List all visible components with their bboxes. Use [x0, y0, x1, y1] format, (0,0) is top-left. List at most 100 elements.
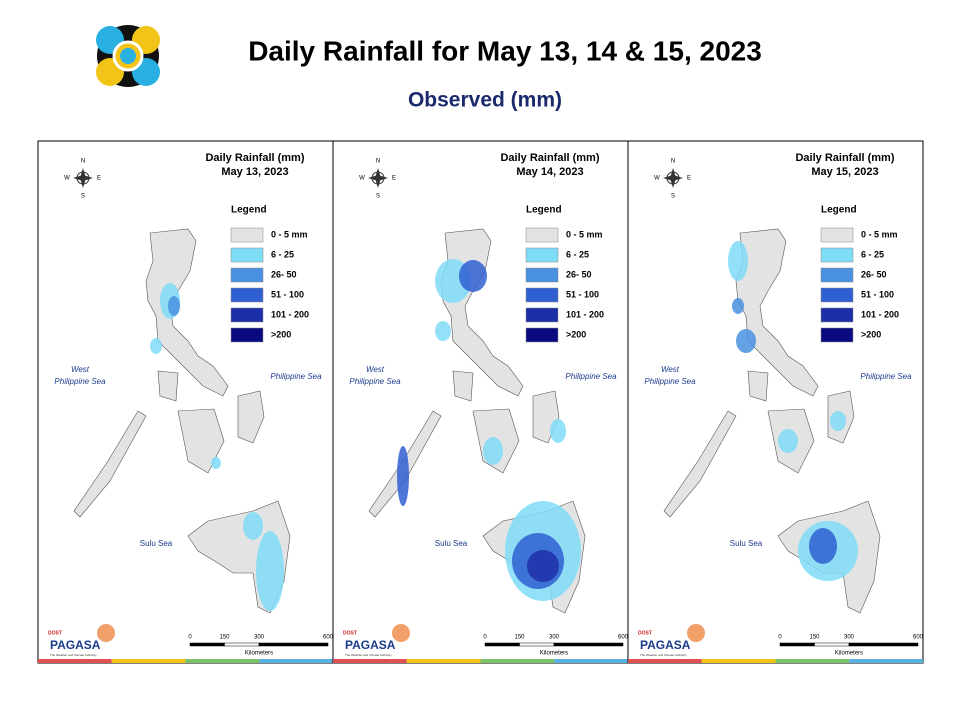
rain-area [736, 329, 756, 353]
panel-frame [332, 140, 629, 664]
compass-ring [666, 171, 680, 185]
panel-title: Daily Rainfall (mm) [205, 152, 304, 164]
map-panel: Daily Rainfall (mm) May 14, 2023 N S W E Legen… [332, 140, 629, 664]
sea-label: Philippine Sea [270, 372, 322, 381]
panel-date: May 13, 2023 [221, 166, 288, 178]
scale-tick-label: 0 [483, 635, 487, 641]
legend-label: 101 - 200 [271, 309, 309, 319]
legend-label: 6 - 25 [861, 249, 884, 259]
legend-label: >200 [271, 329, 291, 339]
agency-top: DOST [343, 630, 357, 636]
footer-stripe [333, 659, 407, 663]
scale-segment [189, 642, 225, 647]
rain-area [809, 528, 837, 564]
rain-area [550, 419, 566, 443]
land [237, 390, 265, 444]
sea-label: West [661, 365, 680, 374]
legend-swatch [820, 287, 854, 303]
scale-tick-label: 300 [549, 635, 560, 641]
panel-frame [627, 140, 924, 664]
footer-stripe [775, 659, 850, 663]
legend-label: 51 - 100 [566, 289, 599, 299]
scale-tick-label: 150 [514, 635, 525, 641]
land [747, 370, 769, 402]
compass-letter: N [376, 159, 380, 165]
legend-swatch [525, 247, 559, 263]
agency-top: DOST [638, 630, 652, 636]
rain-area [168, 296, 180, 316]
panel-date: May 14, 2023 [516, 166, 583, 178]
legend-title: Legend [231, 205, 267, 216]
legend-title: Legend [821, 205, 857, 216]
scale-segment [224, 642, 260, 647]
compass-ring [76, 171, 90, 185]
legend-label: 26- 50 [271, 269, 297, 279]
compass-letter: E [392, 176, 396, 182]
footer-stripe [406, 659, 481, 663]
agency-name: PAGASA [345, 638, 396, 652]
compass [368, 168, 388, 188]
sea-label: Sulu Sea [730, 539, 763, 548]
compass [73, 168, 93, 188]
panel-frame [37, 140, 334, 664]
scale-tick-label: 600 [913, 635, 924, 641]
land [157, 370, 179, 402]
rain-area [830, 411, 846, 431]
footer-stripe [38, 659, 112, 663]
sea-label: West [71, 365, 90, 374]
compass-letter: S [671, 194, 675, 200]
legend-swatch [525, 307, 559, 323]
sea-label: West [366, 365, 385, 374]
legend-label: 51 - 100 [861, 289, 894, 299]
scale-segment [519, 642, 555, 647]
sea-label: Philippine Sea [54, 377, 106, 386]
map-panel: Daily Rainfall (mm) May 15, 2023 N S W E Legen… [627, 140, 924, 664]
legend-swatch [820, 267, 854, 283]
compass-letter: S [376, 194, 380, 200]
legend-swatch [525, 267, 559, 283]
footer-stripe [185, 659, 260, 663]
legend-label: >200 [566, 329, 586, 339]
rain-area [732, 298, 744, 314]
legend-label: 0 - 5 mm [271, 229, 308, 239]
compass-ring [371, 171, 385, 185]
scale-segment [553, 642, 624, 647]
footer-stripe [628, 659, 702, 663]
legend-label: 51 - 100 [271, 289, 304, 299]
subtitle: Observed (mm) [408, 89, 562, 112]
legend-swatch [820, 307, 854, 323]
legend-swatch [230, 287, 264, 303]
rain-area [778, 429, 798, 453]
rain-area [211, 457, 221, 469]
rain-area [435, 321, 451, 341]
legend-label: 101 - 200 [861, 309, 899, 319]
legend-label: 101 - 200 [566, 309, 604, 319]
title: Daily Rainfall for May 13, 14 & 15, 2023 [248, 35, 762, 66]
scale-segment [814, 642, 850, 647]
scale-unit: Kilometers [835, 651, 863, 657]
compass [663, 168, 683, 188]
legend-label: 6 - 25 [566, 249, 589, 259]
compass-letter: E [97, 176, 101, 182]
map-panel: Daily Rainfall (mm) May 13, 2023 N S W E Legen… [37, 140, 334, 664]
panel-title: Daily Rainfall (mm) [500, 152, 599, 164]
sea-label: Sulu Sea [140, 539, 173, 548]
footer-stripe [849, 659, 923, 663]
scale-tick-label: 0 [188, 635, 192, 641]
compass-letter: N [81, 159, 85, 165]
sea-label: Philippine Sea [860, 372, 912, 381]
agency-tagline: The Weather and Climate Authority [50, 653, 97, 657]
scale-unit: Kilometers [245, 651, 273, 657]
scale-segment [258, 642, 329, 647]
header-logo [96, 25, 160, 87]
footer-stripe [259, 659, 333, 663]
legend-label: 0 - 5 mm [566, 229, 603, 239]
agency-name: PAGASA [50, 638, 101, 652]
scale-tick-label: 600 [618, 635, 629, 641]
compass-letter: W [359, 176, 365, 182]
legend-swatch [820, 327, 854, 343]
scale-segment [484, 642, 520, 647]
compass-letter: E [687, 176, 691, 182]
compass-letter: N [671, 159, 675, 165]
